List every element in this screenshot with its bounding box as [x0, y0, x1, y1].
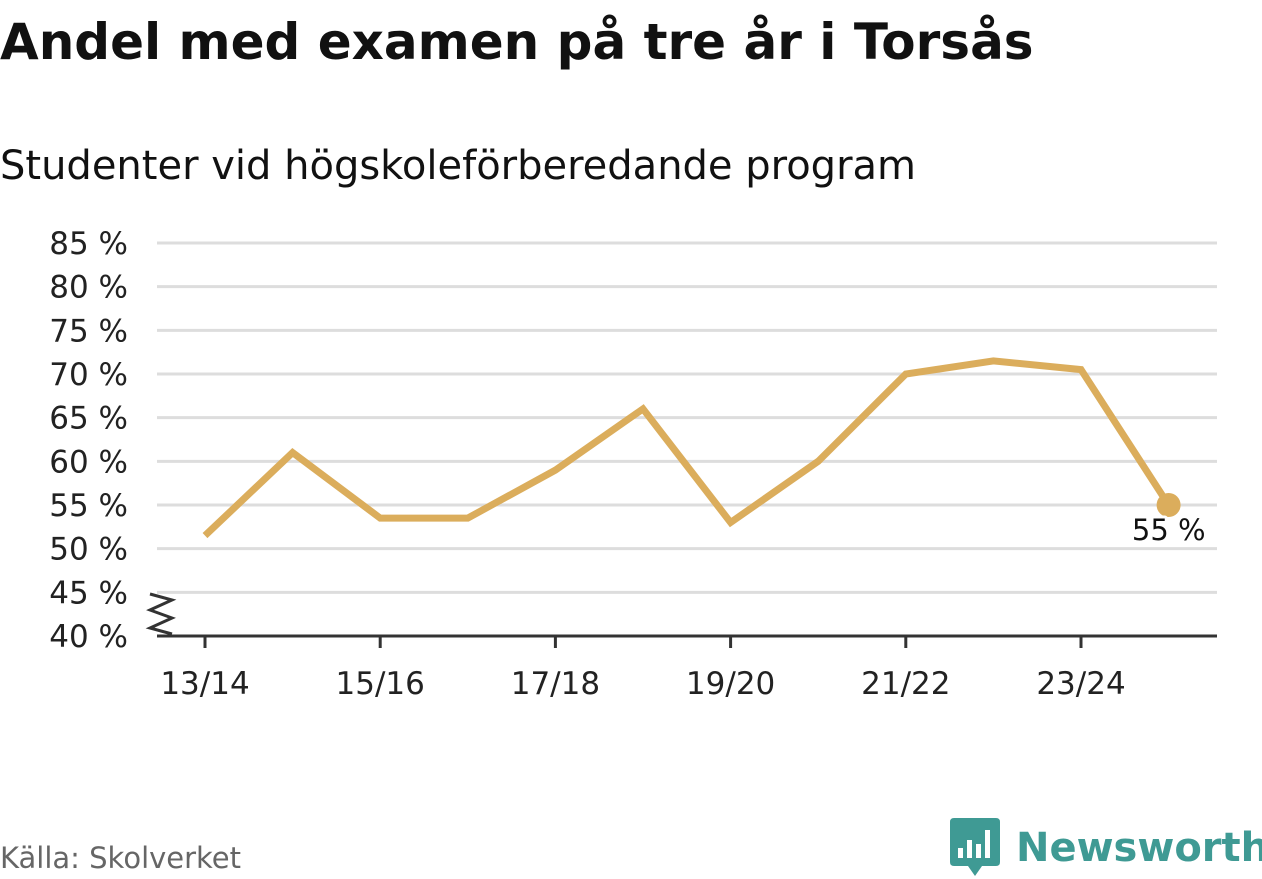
y-axis-break: [145, 592, 177, 636]
axis-break-zigzag: [145, 592, 177, 636]
chart-title: Andel med examen på tre år i Torsås: [0, 13, 1034, 71]
y-tick-label: 45 %: [49, 575, 128, 611]
x-tick-label: 17/18: [511, 666, 600, 702]
last-value-label: 55 %: [1132, 513, 1206, 547]
x-tick-label: 15/16: [336, 666, 425, 702]
brand: Newsworthy: [950, 818, 1262, 878]
x-tick-label: 13/14: [160, 666, 249, 702]
x-axis: 13/14 15/16 17/18 19/20 21/22 23/24: [157, 634, 1217, 702]
y-tick-label: 55 %: [49, 488, 128, 524]
brand-name: Newsworthy: [1016, 825, 1262, 871]
newsworthy-bar-chart-icon: [950, 818, 1000, 876]
y-tick-label: 85 %: [49, 226, 128, 262]
y-tick-label: 40 %: [49, 619, 128, 655]
y-axis-tick-labels: 40 % 45 % 50 % 55 % 60 % 65 % 70 % 75 % 80 % 85 %: [49, 226, 128, 655]
y-tick-label: 80 %: [49, 270, 128, 306]
gridlines: [157, 241, 1217, 594]
y-tick-label: 65 %: [49, 401, 128, 437]
x-tick-label: 19/20: [686, 666, 775, 702]
chart-subtitle: Studenter vid högskoleförberedande progr…: [0, 143, 916, 189]
series-line: [202, 357, 1172, 539]
y-tick-label: 70 %: [49, 357, 128, 393]
x-tick-label: 23/24: [1036, 666, 1125, 702]
y-tick-label: 75 %: [49, 313, 128, 349]
series: [202, 357, 1181, 539]
source-text: Källa: Skolverket: [0, 841, 242, 875]
data-labels: 55 %: [1129, 510, 1209, 550]
line-chart: 40 % 45 % 50 % 55 % 60 % 65 % 70 % 75 % 80 % 85 %…: [49, 226, 1217, 702]
x-tick-label: 21/22: [861, 666, 950, 702]
y-tick-label: 60 %: [49, 444, 128, 480]
last-point-marker: [1156, 493, 1181, 517]
y-tick-label: 50 %: [49, 532, 128, 568]
